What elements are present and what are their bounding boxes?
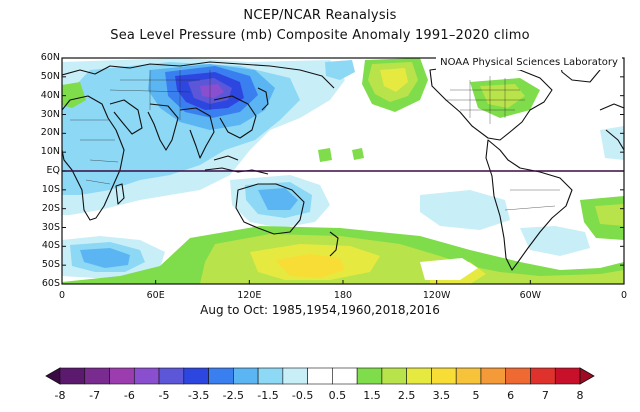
colorbar-swatch (307, 367, 333, 385)
colorbar-swatch (505, 367, 531, 385)
colorbar-swatch (59, 367, 86, 385)
colorbar-max-arrow (579, 367, 595, 385)
country-borders (70, 70, 560, 211)
colorbar-swatch (133, 367, 160, 385)
colorbar-label: 1.5 (363, 389, 381, 402)
colorbar-label: 5 (472, 389, 480, 402)
latitude-label: 50N (40, 70, 60, 82)
latitude-label: 40S (41, 240, 60, 252)
colorbar-swatch (431, 367, 457, 385)
data-credit: NOAA Physical Sciences Laboratory (436, 56, 622, 70)
map-plot-area (62, 58, 624, 284)
colorbar-swatch (356, 367, 383, 385)
composite-years-note: Aug to Oct: 1985,1954,1960,2018,2016 (200, 303, 440, 317)
colorbar-label: 7 (541, 389, 549, 402)
colorbar-label: 8 (576, 389, 584, 402)
colorbar-label: 6 (507, 389, 515, 402)
latitude-label: 60S (41, 278, 60, 289)
colorbar-swatch (282, 367, 308, 385)
colorbar-label: -3.5 (187, 389, 210, 402)
colorbar-swatch (158, 367, 185, 385)
longitude-label: 60E (146, 290, 165, 301)
colorbar-swatch (109, 367, 135, 385)
colorbar-swatch (480, 367, 507, 385)
colorbar-swatch (530, 367, 556, 385)
longitude-label: 120E (237, 290, 262, 301)
colorbar-label: -1.5 (257, 389, 279, 402)
colorbar-label: -2.5 (222, 389, 245, 402)
colorbar-label: -7 (89, 389, 101, 402)
colorbar-label: 0.5 (328, 389, 347, 402)
latitude-label: 10N (40, 146, 60, 158)
longitude-label: 0 (620, 290, 628, 301)
longitude-label: 180 (333, 290, 353, 301)
colorbar-swatch (84, 367, 110, 385)
colorbar-swatch (257, 367, 284, 385)
colorbar-label: -6 (123, 389, 135, 402)
latitude-label: 30S (41, 221, 60, 233)
latitude-label: 20N (40, 127, 60, 139)
colorbar-swatch (233, 367, 259, 385)
longitude-ticks (61, 280, 625, 284)
latitude-label: 60N (40, 52, 60, 63)
colorbar-min-arrow (45, 367, 61, 385)
colorbar-label: -5 (158, 389, 170, 402)
colorbar-swatch (381, 367, 407, 385)
latitude-label: EQ (46, 165, 60, 176)
colorbar-label: 2.5 (397, 389, 416, 402)
colorbar-swatch (183, 367, 209, 385)
figure-subtitle: Sea Level Pressure (mb) Composite Anomal… (110, 28, 530, 43)
colorbar-swatch (332, 367, 358, 385)
latitude-label: 50S (41, 259, 60, 271)
colorbar-swatch (208, 367, 234, 385)
latitude-label: 30N (40, 108, 60, 120)
figure-title: NCEP/NCAR Reanalysis (243, 8, 397, 23)
longitude-label: 60W (519, 290, 542, 301)
coastlines (62, 59, 624, 271)
colorbar-swatch (455, 367, 482, 385)
latitude-label: 20S (41, 202, 60, 214)
longitude-label: 0 (58, 290, 66, 301)
longitude-label: 120W (422, 290, 451, 301)
colorbar-label: 3.5 (432, 389, 451, 402)
colorbar (45, 367, 595, 385)
colorbar-label: -0.5 (291, 389, 314, 402)
latitude-label: 10S (41, 183, 60, 195)
latitude-label: 40N (40, 89, 60, 101)
colorbar-swatch (554, 367, 581, 385)
colorbar-swatch (406, 367, 432, 385)
latitude-ticks (62, 57, 624, 285)
colorbar-label: -8 (54, 389, 66, 402)
